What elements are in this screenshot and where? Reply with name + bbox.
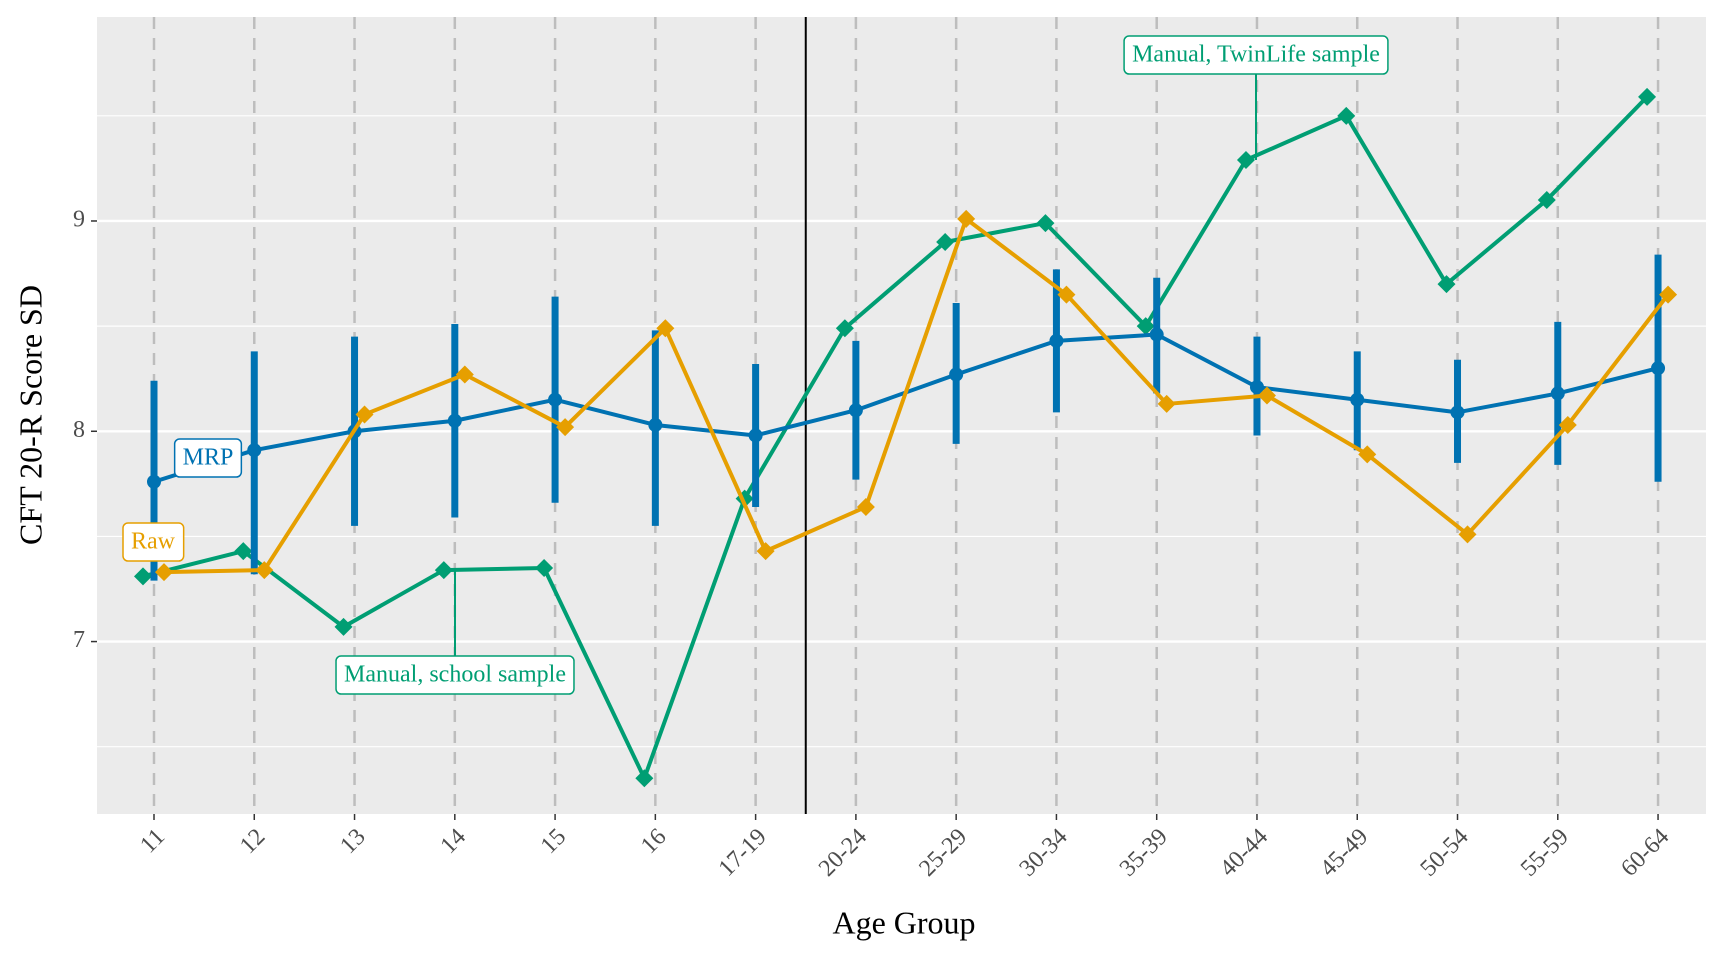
point bbox=[1057, 285, 1076, 304]
y-tick-label: 8 bbox=[73, 417, 85, 443]
point bbox=[1458, 525, 1477, 544]
point bbox=[355, 405, 374, 424]
point bbox=[255, 561, 274, 580]
point bbox=[234, 542, 253, 561]
label-text: Manual, school sample bbox=[344, 662, 566, 688]
x-tick-label: 14 bbox=[436, 824, 471, 859]
label-text: MRP bbox=[183, 445, 234, 471]
x-tick-label: 50-54 bbox=[1416, 824, 1474, 882]
label-box bbox=[122, 522, 185, 562]
direct-label: Raw bbox=[122, 522, 185, 562]
point bbox=[949, 367, 964, 382]
x-tick-label: 17-19 bbox=[714, 824, 772, 882]
point bbox=[1550, 386, 1565, 401]
point bbox=[548, 392, 563, 407]
point bbox=[434, 561, 453, 580]
x-tick-label: 12 bbox=[235, 824, 270, 859]
point bbox=[936, 233, 955, 252]
point bbox=[1036, 214, 1055, 233]
direct-label: Manual, school sample bbox=[335, 570, 575, 695]
x-tick-label: 40-44 bbox=[1215, 824, 1273, 882]
point bbox=[1537, 190, 1556, 209]
label-text: Manual, TwinLife sample bbox=[1132, 42, 1380, 68]
point bbox=[1337, 106, 1356, 125]
point bbox=[134, 567, 152, 586]
y-tick-label: 7 bbox=[73, 627, 85, 653]
point bbox=[1638, 87, 1657, 106]
point bbox=[957, 209, 976, 228]
x-tick-label: 20-24 bbox=[814, 824, 872, 882]
point bbox=[848, 403, 863, 418]
point bbox=[1651, 361, 1666, 376]
x-tick-label: 55-59 bbox=[1516, 824, 1574, 882]
x-tick-label: 16 bbox=[636, 824, 671, 859]
point bbox=[1249, 380, 1264, 395]
x-axis-label: Age Group bbox=[832, 904, 975, 940]
point bbox=[835, 319, 854, 338]
point bbox=[635, 769, 654, 788]
point bbox=[648, 417, 663, 432]
series-line bbox=[142, 95, 1649, 781]
x-tick-label: 60-64 bbox=[1616, 824, 1674, 882]
point bbox=[1437, 275, 1456, 294]
point bbox=[1149, 327, 1164, 342]
point bbox=[1350, 392, 1365, 407]
point bbox=[535, 558, 554, 577]
x-tick-label: 13 bbox=[335, 824, 370, 859]
label-box bbox=[1123, 35, 1389, 75]
x-tick-label: 11 bbox=[135, 824, 170, 859]
x-tick-label: 30-34 bbox=[1015, 824, 1073, 882]
point bbox=[455, 365, 474, 384]
point bbox=[1157, 394, 1176, 413]
label-text: Raw bbox=[131, 529, 176, 555]
point bbox=[1136, 317, 1155, 336]
y-tick-label: 9 bbox=[73, 206, 85, 232]
point bbox=[1450, 405, 1465, 420]
point bbox=[1558, 415, 1577, 434]
point bbox=[1236, 150, 1255, 169]
point bbox=[756, 542, 775, 561]
point bbox=[155, 563, 173, 582]
point bbox=[1257, 386, 1276, 405]
point bbox=[1659, 285, 1678, 304]
point bbox=[334, 617, 353, 636]
point bbox=[748, 428, 763, 443]
point bbox=[1049, 333, 1064, 348]
plot-background bbox=[97, 17, 1706, 814]
x-tick-label: 25-29 bbox=[914, 824, 972, 882]
point bbox=[147, 474, 161, 489]
x-tick-label: 45-49 bbox=[1315, 824, 1373, 882]
label-box bbox=[173, 438, 243, 478]
direct-label: Manual, TwinLife sample bbox=[1123, 35, 1389, 160]
point bbox=[656, 319, 675, 338]
direct-label: MRP bbox=[173, 438, 243, 478]
x-tick-label: 15 bbox=[536, 824, 571, 859]
point bbox=[556, 418, 575, 437]
series-line bbox=[163, 216, 1670, 575]
point bbox=[447, 413, 462, 428]
label-box bbox=[335, 655, 575, 695]
point bbox=[1358, 445, 1377, 464]
point bbox=[856, 497, 875, 516]
x-tick-label: 35-39 bbox=[1115, 824, 1173, 882]
y-axis-label: CFT 20-R Score SD bbox=[12, 285, 48, 545]
point bbox=[247, 443, 262, 458]
